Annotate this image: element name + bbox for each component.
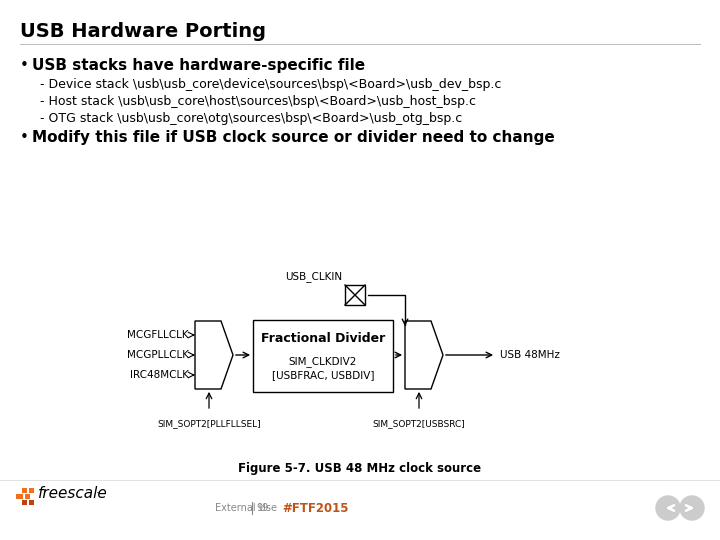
Text: MCGPLLCLK: MCGPLLCLK — [127, 350, 189, 360]
Bar — [29, 500, 34, 505]
Text: Fractional Divider: Fractional Divider — [261, 332, 385, 345]
Bar — [253, 320, 393, 392]
Bar — [22, 488, 27, 493]
Text: SIM_SOPT2[USBSRC]: SIM_SOPT2[USBSRC] — [373, 419, 465, 428]
Text: freescale: freescale — [38, 487, 108, 502]
Text: Modify this file if USB clock source or divider need to change: Modify this file if USB clock source or … — [32, 130, 554, 145]
Text: [USBFRAC, USBDIV]: [USBFRAC, USBDIV] — [271, 370, 374, 380]
Text: - Device stack \usb\usb_core\device\sources\bsp\<Board>\usb_dev_bsp.c: - Device stack \usb\usb_core\device\sour… — [40, 78, 501, 91]
Text: - Host stack \usb\usb_core\host\sources\bsp\<Board>\usb_host_bsp.c: - Host stack \usb\usb_core\host\sources\… — [40, 95, 476, 108]
Text: ·: · — [96, 488, 100, 501]
Text: #FTF2015: #FTF2015 — [282, 502, 348, 515]
Bar — [345, 285, 365, 305]
Text: USB stacks have hardware-specific file: USB stacks have hardware-specific file — [32, 58, 365, 73]
Text: SIM_CLKDIV2: SIM_CLKDIV2 — [289, 356, 357, 367]
Bar — [29, 488, 34, 493]
Text: SIM_SOPT2[PLLFLLSEL]: SIM_SOPT2[PLLFLLSEL] — [157, 419, 261, 428]
Text: 99: 99 — [256, 503, 269, 513]
Text: - OTG stack \usb\usb_core\otg\sources\bsp\<Board>\usb_otg_bsp.c: - OTG stack \usb\usb_core\otg\sources\bs… — [40, 112, 462, 125]
Circle shape — [680, 496, 704, 520]
Bar — [25, 494, 30, 499]
Text: MCGFLLCLK: MCGFLLCLK — [127, 330, 189, 340]
Text: External Use: External Use — [215, 503, 277, 513]
Bar — [22, 500, 27, 505]
Text: USB 48MHz: USB 48MHz — [500, 350, 560, 360]
Text: IRC48MCLK: IRC48MCLK — [130, 370, 189, 380]
Circle shape — [656, 496, 680, 520]
Text: USB Hardware Porting: USB Hardware Porting — [20, 22, 266, 41]
Text: Figure 5-7. USB 48 MHz clock source: Figure 5-7. USB 48 MHz clock source — [238, 462, 482, 475]
Text: •: • — [20, 58, 29, 73]
Bar — [16, 494, 21, 499]
Bar — [18, 494, 23, 499]
Text: •: • — [20, 130, 29, 145]
Text: USB_CLKIN: USB_CLKIN — [285, 271, 342, 282]
